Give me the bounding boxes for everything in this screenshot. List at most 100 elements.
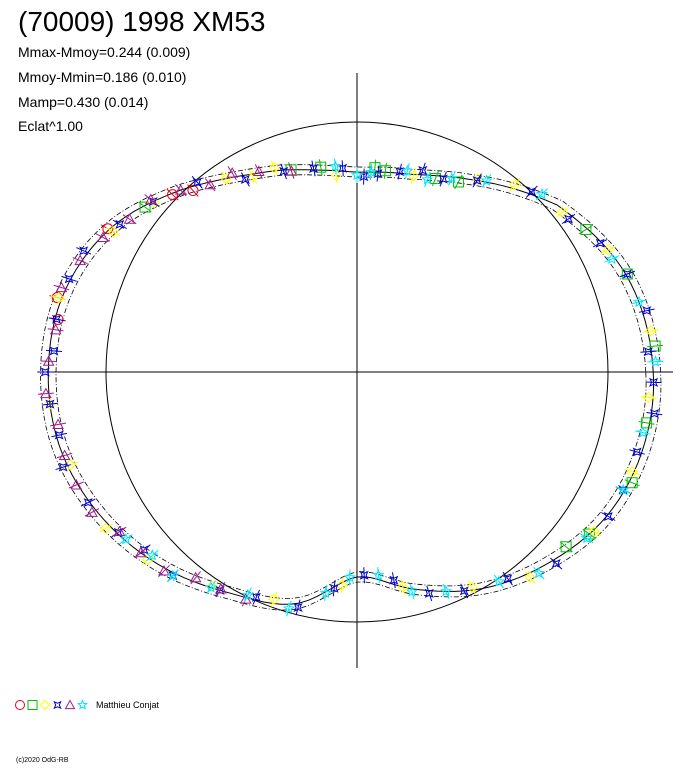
observation-point — [205, 581, 218, 593]
observation-point — [602, 244, 614, 256]
error-bar — [615, 486, 631, 494]
error-bar — [243, 587, 252, 603]
observation-point — [605, 252, 618, 265]
observation-point — [492, 575, 505, 587]
observation-point — [86, 506, 98, 517]
error-bar — [37, 392, 54, 395]
observation-point — [226, 167, 239, 178]
error-bar — [619, 270, 635, 278]
observation-point — [535, 187, 548, 200]
error-bar — [502, 571, 513, 586]
observation-point — [52, 314, 62, 324]
error-bar — [579, 533, 594, 544]
observation-point — [64, 274, 74, 284]
error-bar — [524, 571, 536, 584]
observation-point — [268, 593, 280, 605]
observation-point — [158, 565, 170, 576]
error-bar — [270, 591, 278, 607]
error-bar — [383, 162, 388, 179]
observation-point — [52, 292, 65, 304]
error-bar — [216, 581, 226, 597]
observation-point — [418, 165, 428, 175]
error-bar — [98, 523, 113, 533]
error-bar — [604, 255, 620, 263]
chart-title: (70009) 1998 XM53 — [18, 6, 266, 37]
error-bar — [138, 201, 152, 213]
observation-point — [268, 162, 280, 174]
observation-point — [369, 162, 381, 174]
observation-point — [240, 174, 250, 184]
observation-point — [509, 178, 521, 191]
error-bar — [76, 247, 92, 255]
error-bar — [341, 160, 344, 177]
observation-point — [174, 184, 187, 195]
error-bar — [634, 430, 651, 435]
error-bar — [409, 583, 415, 600]
observation-point — [97, 231, 109, 242]
observation-point — [401, 164, 414, 177]
error-bar — [535, 188, 549, 201]
observation-point — [329, 160, 342, 172]
error-bar — [391, 572, 396, 589]
observation-point — [285, 165, 298, 176]
lower-envelope-curve — [55, 174, 647, 599]
error-bar — [45, 349, 63, 352]
error-bar — [68, 481, 84, 489]
error-bar — [363, 567, 365, 584]
observation-point — [632, 295, 645, 308]
observation-point — [445, 172, 458, 184]
observation-point — [560, 541, 572, 553]
error-bar — [363, 168, 365, 185]
error-bar — [254, 164, 263, 179]
error-bar — [146, 549, 159, 562]
observation-point — [167, 189, 179, 201]
error-bar — [638, 420, 655, 425]
observation-point — [241, 588, 254, 601]
legend-observer-name: Matthieu Conjat — [96, 700, 160, 710]
error-bar — [467, 580, 477, 595]
observation-point — [595, 238, 605, 248]
error-bar — [134, 547, 148, 559]
observation-point — [621, 268, 633, 280]
error-bar — [555, 206, 569, 218]
observation-point — [603, 512, 613, 521]
observation-point — [192, 177, 202, 187]
observation-point — [532, 566, 545, 579]
error-bar — [227, 166, 237, 181]
observation-point — [251, 592, 261, 602]
observation-point — [49, 346, 59, 356]
error-bar — [640, 396, 657, 399]
observation-point — [626, 466, 639, 478]
legend-symbol-square — [27, 700, 38, 710]
observation-point — [389, 575, 399, 585]
observation-point — [372, 568, 385, 581]
polar-lightcurve-plot — [37, 73, 673, 668]
error-bar — [295, 599, 301, 616]
stat-eclat: Eclat^1.00 — [18, 118, 83, 134]
series-triangle — [37, 163, 298, 607]
error-bar — [404, 163, 410, 179]
observation-point — [102, 223, 114, 235]
observation-point — [336, 579, 348, 592]
observation-point — [580, 531, 593, 544]
observation-point — [503, 574, 513, 584]
error-bar — [397, 163, 402, 180]
error-bar — [645, 381, 662, 384]
observation-point — [139, 201, 151, 213]
observation-point — [338, 163, 348, 173]
error-bar — [561, 213, 576, 225]
observation-point — [350, 168, 364, 181]
observation-point — [70, 478, 83, 490]
series-circle — [49, 184, 199, 325]
observation-point — [279, 166, 289, 176]
observation-point — [40, 367, 50, 377]
stat-mmoy-mmin: Mmoy-Mmin=0.186 (0.010) — [18, 69, 187, 85]
observation-point — [79, 246, 89, 256]
error-bar — [601, 512, 616, 521]
observation-point — [142, 553, 154, 566]
series-star4 — [37, 160, 663, 616]
observation-point — [645, 325, 657, 337]
error-bar — [376, 165, 380, 182]
observation-point — [395, 167, 405, 177]
observation-point — [45, 399, 55, 409]
